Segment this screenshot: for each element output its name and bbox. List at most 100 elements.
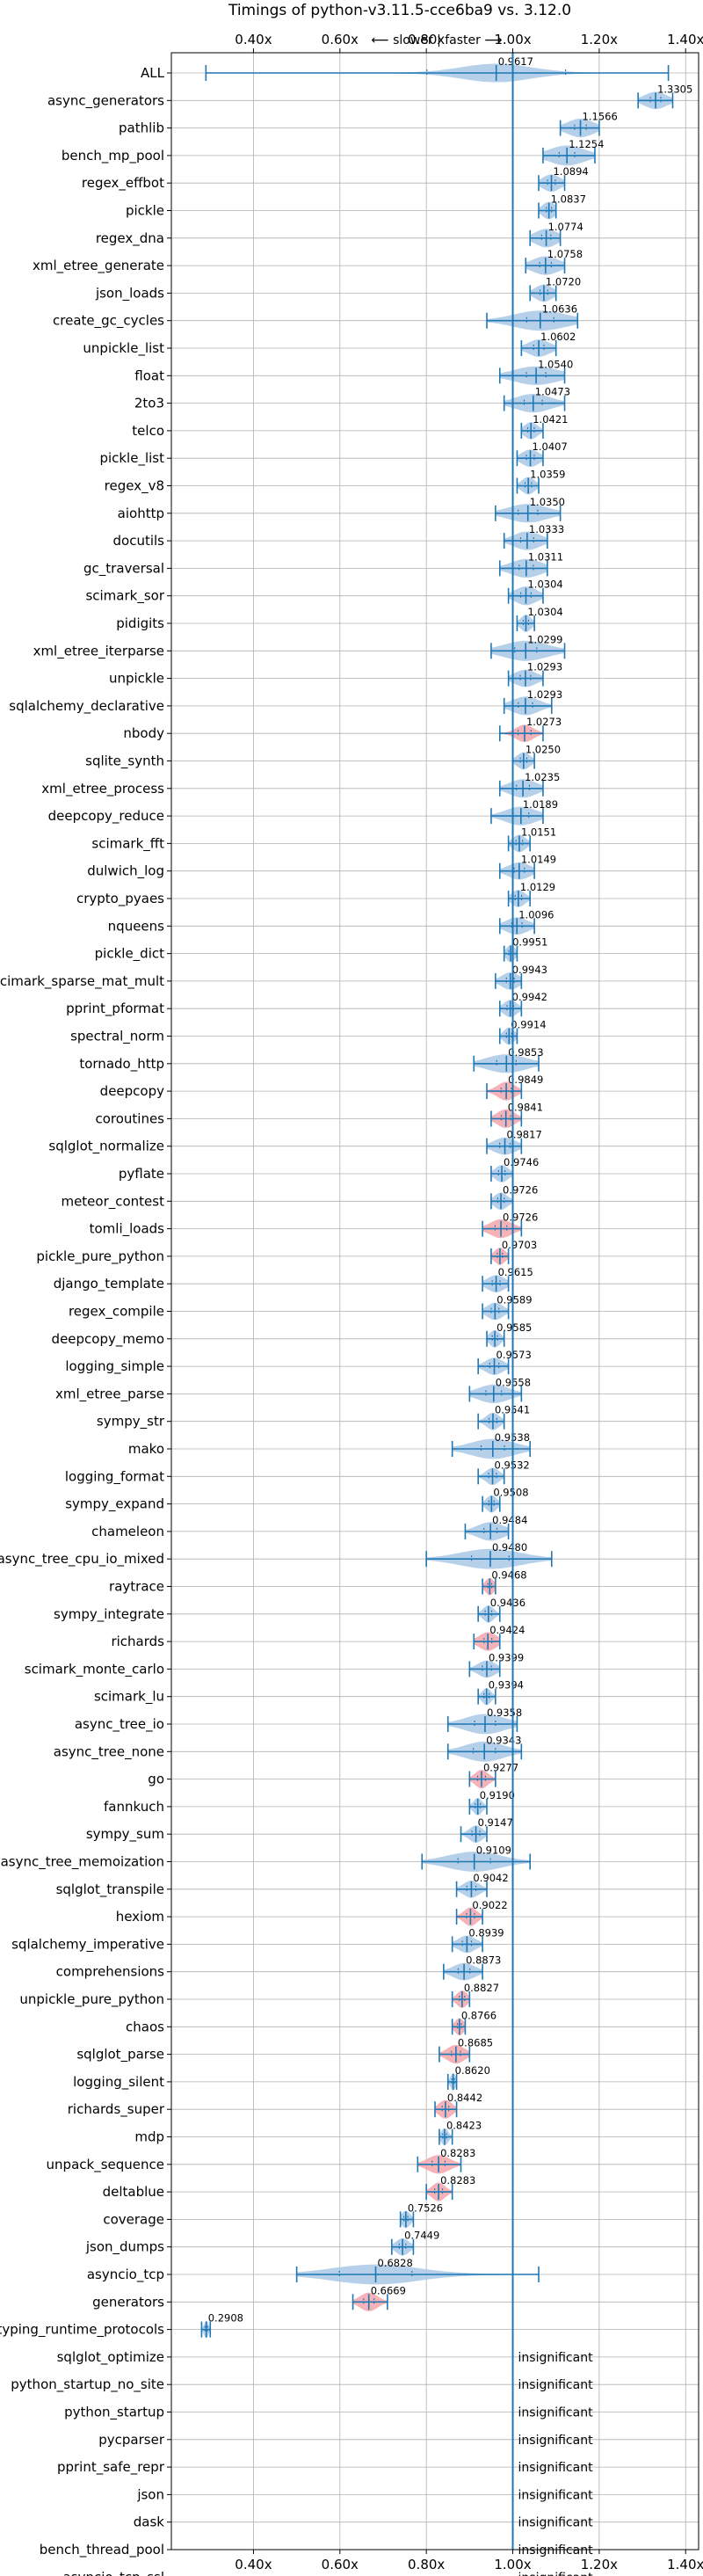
violin-regex_effbot: 1.0894 [538,165,589,192]
y-tick-label: bench_mp_pool [62,148,164,164]
y-tick-label: telco [132,423,164,439]
value-label: 0.8873 [466,1954,501,1967]
x-axis-top: 0.40x 0.60x 0.80x 1.00x 1.20x 1.40x [235,32,703,53]
y-tick-label: pprint_safe_repr [57,2459,165,2476]
violin-xml_etree_iterparse: 1.0299 [490,633,566,661]
y-tick-label: sqlalchemy_imperative [11,1936,164,1953]
y-tick-label: sqlglot_normalize [48,1139,164,1155]
x-tick-label-bottom: 0.60x [322,2557,359,2572]
y-tick-label: tomli_loads [90,1221,165,1238]
y-tick-label: async_tree_none [54,1743,164,1760]
value-label: 1.0636 [542,303,577,316]
y-tick-label: json [136,2486,164,2502]
violin-pidigits: 1.0304 [516,606,563,632]
value-label: 1.0299 [527,633,562,645]
value-label: 0.9358 [487,1706,522,1719]
y-tick-label: asyncio_tcp [87,2267,164,2283]
chart-subtitle: ⟵ slower | faster ⟶ [372,33,503,47]
value-label: 1.0250 [525,744,561,756]
y-tick-label: regex_v8 [105,478,164,495]
value-label: 1.0758 [547,248,583,260]
value-label: 0.8766 [461,2009,496,2021]
value-label: 0.9703 [502,1239,537,1251]
value-label: 1.1254 [569,138,604,150]
y-tick-label: mako [128,1441,164,1457]
violin-scimark_sparse_mat_mult: 0.9943 [495,964,547,990]
x-axis-bottom: 0.40x 0.60x 0.80x 1.00x 1.20x 1.40x [235,2550,703,2572]
y-tick-label: raytrace [109,1579,164,1595]
y-tick-label: unpack_sequence [47,2157,164,2173]
x-tick-label-top: 0.40x [235,32,272,47]
violin-nbody: 1.0273 [498,716,562,742]
value-label: 1.0421 [533,413,568,426]
y-tick-label: comprehensions [56,1964,165,1980]
violin-scimark_fft: 1.0151 [507,826,556,853]
value-label: 0.9277 [483,1762,518,1774]
y-tick-label: sqlglot_parse [76,2047,164,2063]
violin-meteor_contest: 0.9726 [490,1183,538,1211]
y-tick-label: coverage [103,2211,164,2227]
value-label: 1.0720 [546,275,581,287]
value-label: 1.0149 [521,854,556,866]
value-label: 0.9943 [512,964,547,976]
y-tick-label: pprint_pformat [66,1001,164,1017]
value-label: 1.0333 [529,523,564,535]
x-tick-label-top: 1.40x [667,32,703,47]
violin-richards: 0.9424 [473,1624,525,1651]
y-tick-label: pycparser [98,2432,165,2448]
insignificant-label: insignificant [518,2461,594,2475]
value-label: 0.9589 [496,1294,532,1306]
x-tick-label-top: 1.00x [494,32,531,47]
value-label: 0.9853 [508,1046,543,1059]
value-label: 1.0407 [533,440,568,453]
violin-gc_traversal: 1.0311 [498,550,563,578]
insignificant-label: insignificant [518,2488,594,2502]
value-label: 1.0096 [518,908,554,921]
value-label: 0.9436 [490,1597,525,1609]
y-tick-label: python_startup_no_site [11,2376,164,2393]
y-tick-label: scimark_sor [85,588,164,605]
violin-ALL: 0.9617 [205,55,670,83]
y-tick-label: nbody [123,725,164,741]
violin-django_template: 0.9615 [482,1266,533,1292]
violin-raytrace: 0.9468 [482,1569,527,1596]
y-tick-label: sympy_integrate [54,1606,164,1623]
violin-generators: 0.6669 [352,2284,406,2311]
y-tick-label: json_dumps [85,2239,164,2256]
y-tick-label: pickle_pure_python [36,1248,164,1265]
violin-aiohttp: 1.0350 [495,496,565,523]
violin-regex_compile: 0.9589 [482,1294,533,1321]
y-tick-label: xml_etree_process [41,781,164,797]
y-tick-label: asyncio_tcp_ssl [63,2569,164,2576]
value-label: 0.8939 [468,1926,504,1939]
y-tick-label: pidigits [116,615,164,631]
value-label: 1.0473 [535,386,570,398]
y-tick-label: 2to3 [134,396,164,411]
y-tick-label: async_tree_cpu_io_mixed [0,1551,164,1568]
y-tick-label: generators [92,2294,164,2310]
violin-sympy_expand: 0.9508 [482,1487,529,1513]
violin-tomli_loads: 0.9726 [482,1212,538,1239]
x-tick-label-top: 0.80x [408,32,445,47]
value-label: 0.9399 [489,1651,524,1663]
insignificant-label: insignificant [518,2434,594,2448]
violin-sqlalchemy_imperative: 0.8939 [451,1926,504,1954]
value-label: 0.2908 [208,2312,243,2325]
y-tick-label: scimark_lu [94,1689,164,1706]
y-tick-label: float [134,367,164,383]
violin-unpickle_pure_python: 0.8827 [451,1982,499,2008]
violin-fannkuch: 0.9190 [468,1789,515,1816]
value-label: 0.9190 [480,1789,515,1801]
value-label: 1.0311 [528,550,563,563]
value-label: 1.0189 [523,798,558,811]
violin-coroutines: 0.9841 [490,1101,543,1128]
value-label: 0.9484 [492,1514,527,1526]
value-label: 0.9942 [512,991,547,1003]
y-tick-label: go [148,1772,164,1787]
value-label: 0.9147 [478,1816,513,1829]
x-tick-label-bottom: 0.40x [235,2557,272,2572]
y-tick-label: deepcopy_reduce [48,808,164,825]
value-label: 0.7526 [408,2201,443,2214]
violin-xml_etree_process: 1.0235 [498,771,560,798]
